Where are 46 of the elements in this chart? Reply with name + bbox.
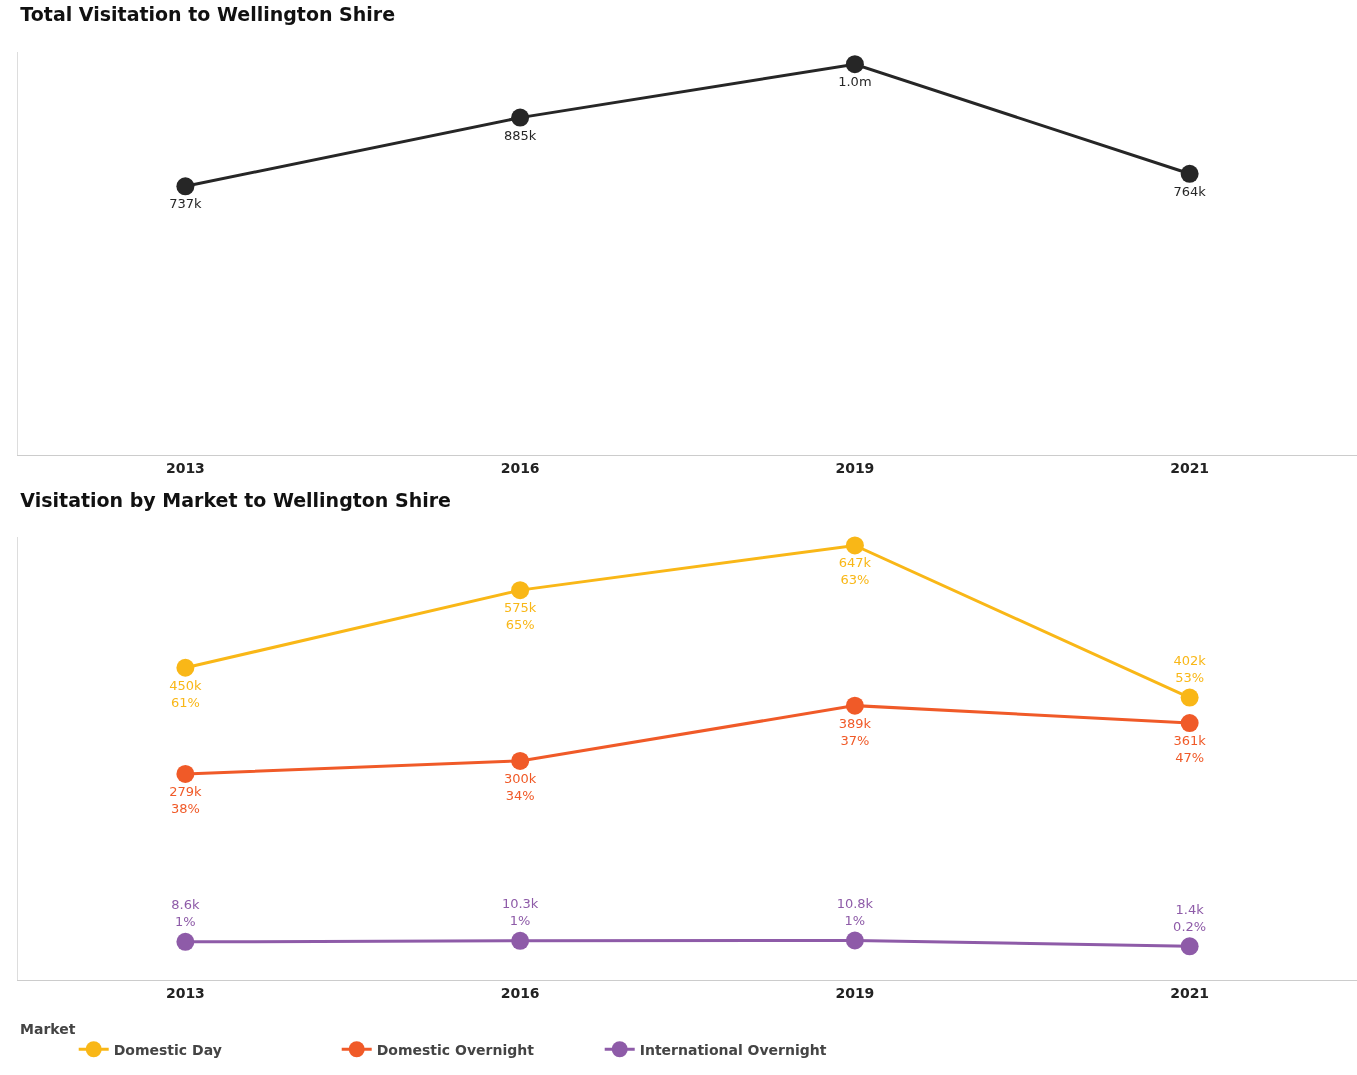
point <box>176 764 195 783</box>
x-tick-label: 2016 <box>500 984 540 1001</box>
data-label: 885k <box>503 127 537 143</box>
point <box>1180 937 1199 956</box>
legend-title: Market <box>20 1020 76 1037</box>
point <box>1180 688 1199 707</box>
x-tick-label: 2019 <box>835 984 875 1001</box>
data-label: 402k 53% <box>1173 653 1207 686</box>
data-label: 764k <box>1173 183 1207 199</box>
x-tick-label: 2013 <box>165 984 205 1001</box>
legend-label: Domestic Overnight <box>376 1041 535 1058</box>
x-tick-label: 2013 <box>165 459 205 476</box>
data-label: 10.8k 1% <box>836 896 874 928</box>
data-label: 737k <box>169 196 203 212</box>
legend-label: Domestic Day <box>113 1041 222 1058</box>
x-tick-label: 2021 <box>1170 984 1210 1001</box>
legend-label: International Overnight <box>639 1041 827 1058</box>
point <box>176 658 195 677</box>
data-label: 1.4k 0.2% <box>1173 901 1207 934</box>
point <box>511 751 530 770</box>
point <box>845 55 864 74</box>
data-label: 361k 47% <box>1173 733 1207 765</box>
data-label: 300k 34% <box>503 770 537 803</box>
point <box>845 931 864 950</box>
point <box>1180 164 1199 183</box>
point <box>176 932 195 951</box>
chart-title: Visitation by Market to Wellington Shire <box>20 489 452 512</box>
chart-title: Total Visitation to Wellington Shire <box>20 2 396 25</box>
point <box>511 931 530 950</box>
point <box>1180 714 1199 733</box>
data-label: 8.6k 1% <box>171 897 200 930</box>
data-label: 575k 65% <box>503 600 537 633</box>
x-tick-label: 2021 <box>1170 459 1210 476</box>
data-label: 450k 61% <box>169 677 203 710</box>
point <box>845 696 864 715</box>
data-label: 389k 37% <box>838 715 872 748</box>
data-label: 10.3k 1% <box>501 896 539 929</box>
data-label: 647k 63% <box>838 555 872 588</box>
point <box>176 177 195 196</box>
x-tick-label: 2016 <box>500 459 540 476</box>
point <box>511 108 530 127</box>
data-label: 1.0m <box>838 74 872 90</box>
data-label: 279k 38% <box>169 783 203 816</box>
point <box>511 581 530 600</box>
point <box>845 536 864 555</box>
x-tick-label: 2019 <box>835 459 875 476</box>
